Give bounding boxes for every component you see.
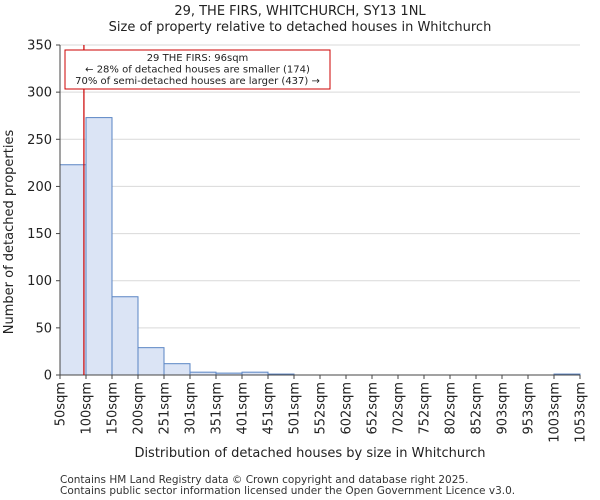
x-tick-label: 150sqm (106, 382, 121, 435)
x-tick-label: 953sqm (522, 382, 537, 435)
y-tick-label: 300 (27, 86, 52, 101)
annotation-line-3: 70% of semi-detached houses are larger (… (75, 76, 320, 87)
x-tick-label: 451sqm (262, 382, 277, 435)
chart-subtitle: Size of property relative to detached ho… (108, 20, 492, 35)
x-tick-label: 552sqm (314, 382, 329, 435)
x-tick-label: 903sqm (496, 382, 511, 435)
y-tick-label: 100 (27, 274, 52, 289)
y-tick-label: 150 (27, 227, 52, 242)
y-tick-label: 200 (27, 180, 52, 195)
y-tick-label: 350 (27, 39, 52, 54)
footer-line-1: Contains HM Land Registry data © Crown c… (60, 474, 469, 486)
x-tick-label: 852sqm (470, 382, 485, 435)
annotation-line-2: ← 28% of detached houses are smaller (17… (85, 65, 310, 76)
x-tick-label: 301sqm (184, 382, 199, 435)
x-tick-label: 100sqm (80, 382, 95, 435)
y-tick-label: 250 (27, 133, 52, 148)
histogram-bar (85, 117, 113, 376)
x-tick-label: 401sqm (236, 382, 251, 435)
x-axis-title: Distribution of detached houses by size … (134, 446, 485, 461)
x-tick-label: 501sqm (288, 382, 303, 435)
x-tick-label: 702sqm (392, 382, 407, 435)
y-tick-label: 0 (44, 369, 52, 384)
x-tick-label: 200sqm (132, 382, 147, 435)
x-tick-label: 602sqm (340, 382, 355, 435)
x-tick-label: 1003sqm (548, 382, 563, 443)
histogram-bar (163, 363, 191, 376)
x-tick-label: 351sqm (210, 382, 225, 435)
x-tick-label: 652sqm (366, 382, 381, 435)
histogram-bar (137, 347, 165, 376)
chart-title: 29, THE FIRS, WHITCHURCH, SY13 1NL (174, 4, 426, 19)
footer-line-2: Contains public sector information licen… (60, 485, 516, 497)
x-tick-label: 802sqm (444, 382, 459, 435)
y-tick-label: 50 (35, 321, 52, 336)
x-tick-label: 50sqm (54, 382, 69, 426)
x-tick-label: 1053sqm (574, 382, 589, 443)
y-axis-title: Number of detached properties (2, 130, 17, 335)
histogram-bar (111, 296, 139, 376)
x-tick-label: 752sqm (418, 382, 433, 435)
x-tick-label: 251sqm (158, 382, 173, 435)
histogram-bar (59, 164, 87, 376)
annotation-line-1: 29 THE FIRS: 96sqm (147, 53, 249, 64)
annotation-box (64, 49, 331, 90)
